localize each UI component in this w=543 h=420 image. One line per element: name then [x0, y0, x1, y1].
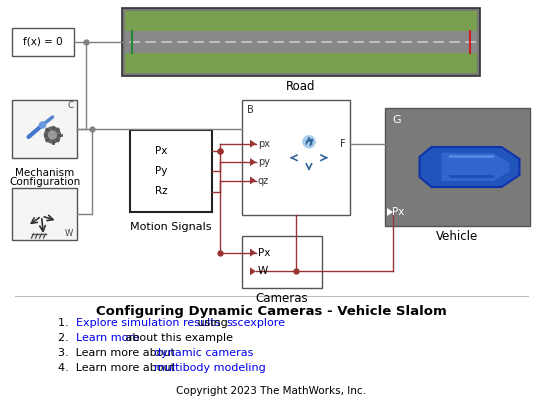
Text: Py: Py	[155, 166, 167, 176]
Polygon shape	[420, 147, 520, 187]
Text: Rz: Rz	[155, 186, 167, 197]
Text: B: B	[247, 105, 254, 115]
FancyBboxPatch shape	[125, 32, 477, 52]
FancyBboxPatch shape	[125, 52, 477, 73]
FancyBboxPatch shape	[12, 100, 77, 158]
FancyBboxPatch shape	[242, 236, 322, 288]
Text: multibody modeling: multibody modeling	[154, 363, 266, 373]
Circle shape	[40, 122, 46, 128]
Text: W: W	[258, 266, 268, 276]
Text: W: W	[65, 229, 73, 239]
FancyBboxPatch shape	[122, 8, 480, 76]
Text: Vehicle: Vehicle	[437, 231, 478, 244]
Text: using: using	[194, 318, 232, 328]
Text: Explore simulation results: Explore simulation results	[76, 318, 220, 328]
FancyBboxPatch shape	[242, 100, 350, 215]
Circle shape	[48, 131, 56, 139]
Text: px: px	[258, 139, 270, 149]
Text: Px: Px	[155, 145, 167, 155]
FancyBboxPatch shape	[130, 130, 212, 212]
Text: C: C	[67, 102, 73, 110]
FancyBboxPatch shape	[385, 108, 530, 226]
Circle shape	[45, 127, 60, 143]
Text: Learn more: Learn more	[76, 333, 140, 343]
Polygon shape	[387, 208, 393, 216]
Text: F: F	[340, 139, 346, 149]
Text: about this example: about this example	[122, 333, 233, 343]
Polygon shape	[250, 268, 256, 276]
Polygon shape	[250, 140, 256, 148]
FancyBboxPatch shape	[125, 11, 477, 32]
Polygon shape	[250, 158, 256, 166]
Polygon shape	[250, 249, 256, 257]
Text: Px: Px	[258, 248, 270, 257]
Polygon shape	[250, 176, 256, 184]
Text: 1.: 1.	[58, 318, 75, 328]
Text: G: G	[392, 115, 401, 125]
Text: Px: Px	[392, 207, 405, 217]
FancyBboxPatch shape	[12, 28, 74, 56]
Polygon shape	[441, 153, 509, 181]
FancyBboxPatch shape	[12, 188, 77, 240]
Text: Configuration: Configuration	[9, 177, 80, 187]
Text: 4.  Learn more about: 4. Learn more about	[58, 363, 179, 373]
Text: 3.  Learn more about: 3. Learn more about	[58, 348, 178, 358]
Circle shape	[303, 136, 315, 148]
Text: Configuring Dynamic Cameras - Vehicle Slalom: Configuring Dynamic Cameras - Vehicle Sl…	[96, 305, 446, 318]
Text: Copyright 2023 The MathWorks, Inc.: Copyright 2023 The MathWorks, Inc.	[176, 386, 366, 396]
Text: f(x) = 0: f(x) = 0	[23, 37, 63, 47]
Text: qz: qz	[258, 176, 269, 186]
FancyBboxPatch shape	[293, 150, 325, 166]
Text: sscexplore: sscexplore	[226, 318, 286, 328]
Text: Road: Road	[286, 81, 315, 94]
Text: dynamic cameras: dynamic cameras	[154, 348, 253, 358]
Text: py: py	[258, 157, 270, 167]
Text: 2.: 2.	[58, 333, 76, 343]
Text: Mechanism: Mechanism	[15, 168, 74, 178]
Text: Motion Signals: Motion Signals	[130, 222, 212, 232]
Text: Cameras: Cameras	[256, 292, 308, 305]
